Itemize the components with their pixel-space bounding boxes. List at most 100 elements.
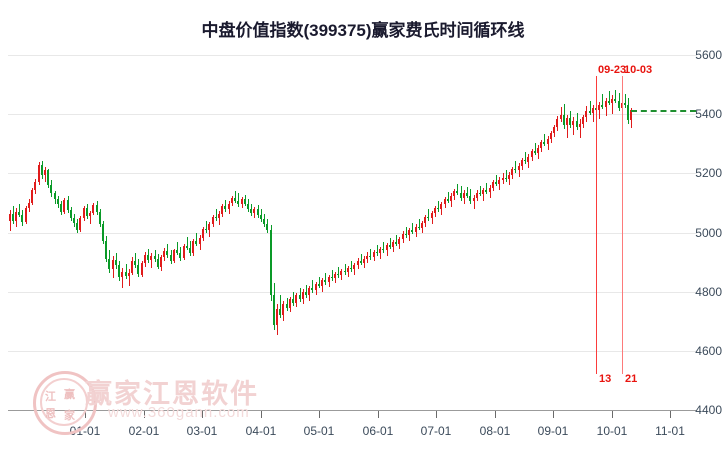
candle-body (630, 109, 632, 121)
candle-wick (428, 209, 429, 221)
candle-body (482, 190, 484, 195)
candle-body (605, 100, 607, 107)
candle-wick (496, 174, 497, 186)
candle-wick (177, 241, 178, 255)
candle-body (253, 209, 255, 214)
candle-body (273, 294, 275, 325)
candle-body (624, 102, 626, 106)
y-axis-tick-label: 5600 (695, 48, 722, 62)
candle-body (453, 191, 455, 197)
candle-wick (590, 100, 591, 115)
candle-body (289, 299, 291, 308)
candle-body (73, 218, 75, 224)
candle-body (144, 254, 146, 263)
candle-wick (625, 94, 626, 108)
candle-body (305, 291, 307, 296)
candle-wick (293, 292, 294, 306)
candle-body (386, 244, 388, 251)
candle-body (157, 259, 159, 267)
candle-wick (206, 220, 207, 234)
candle-body (131, 260, 133, 274)
candle-body (237, 200, 239, 205)
candle-body (276, 308, 278, 325)
candle-body (334, 273, 336, 279)
gridline (8, 232, 696, 234)
candle-body (47, 170, 49, 186)
candle-wick (225, 199, 226, 212)
candle-body (318, 284, 320, 286)
gridline (8, 350, 696, 352)
candle-wick (467, 186, 468, 198)
candle-body (569, 117, 571, 126)
candle-body (511, 168, 513, 175)
candle-wick (196, 232, 197, 246)
candle-body (357, 260, 359, 266)
candle-body (244, 199, 246, 204)
candle-body (534, 151, 536, 153)
candle-body (96, 205, 98, 212)
candle-body (527, 157, 529, 162)
candle-body (427, 217, 429, 219)
candle-body (176, 250, 178, 253)
candle-body (556, 118, 558, 128)
candle-wick (390, 237, 391, 249)
x-axis-tick (202, 411, 203, 418)
candle-body (70, 210, 72, 219)
candle-wick (606, 97, 607, 116)
candle-body (563, 114, 565, 126)
candle-body (186, 245, 188, 248)
candle-body (208, 224, 210, 231)
x-axis-tick (436, 411, 437, 418)
x-axis-tick-label: 06-01 (362, 424, 394, 438)
candle-body (195, 241, 197, 244)
x-axis-tick-label: 10-01 (596, 424, 628, 438)
candle-body (121, 272, 123, 278)
candle-wick (235, 191, 236, 203)
candle-body (192, 241, 194, 254)
candle-body (560, 114, 562, 119)
candle-body (350, 268, 352, 270)
candle-wick (483, 187, 484, 201)
candle-body (489, 187, 491, 192)
candle-body (163, 250, 165, 257)
candle-body (67, 199, 69, 211)
fib-line-count-label: 21 (625, 372, 638, 385)
candle-body (434, 208, 436, 214)
x-axis-tick-label: 03-01 (186, 424, 218, 438)
candle-body (498, 179, 500, 184)
candle-body (60, 204, 62, 212)
candle-body (9, 214, 11, 221)
candle-wick (474, 194, 475, 209)
candle-wick (383, 241, 384, 254)
x-axis-tick-label: 07-01 (420, 424, 452, 438)
candle-wick (151, 253, 152, 268)
candle-wick (377, 244, 378, 257)
candle-body (141, 262, 143, 275)
candle-body (41, 165, 43, 175)
candle-body (376, 251, 378, 254)
x-axis-tick-label: 05-01 (303, 424, 335, 438)
candle-body (234, 197, 236, 201)
candle-body (618, 100, 620, 109)
candle-body (257, 209, 259, 216)
x-axis-tick (261, 411, 262, 418)
candle-body (79, 218, 81, 231)
candle-body (324, 280, 326, 283)
candle-body (128, 273, 130, 277)
candle-body (38, 165, 40, 183)
candle-body (266, 224, 268, 231)
fib-line-count-label: 13 (599, 372, 612, 385)
candle-body (485, 190, 487, 192)
candle-body (221, 206, 223, 215)
candle-body (12, 214, 14, 221)
candle-body (550, 133, 552, 140)
candle-body (456, 191, 458, 193)
candle-wick (129, 269, 130, 286)
candle-body (479, 192, 481, 195)
candle-wick (515, 160, 516, 173)
candle-body (282, 304, 284, 315)
candle-body (34, 182, 36, 190)
candle-body (608, 100, 610, 103)
gridline (8, 173, 696, 175)
